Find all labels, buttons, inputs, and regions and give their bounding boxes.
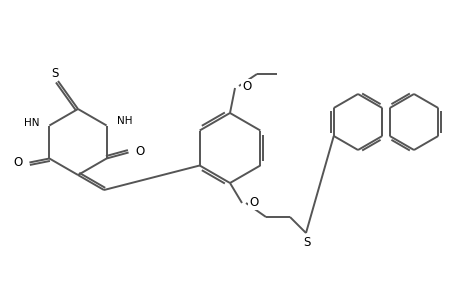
Text: S: S <box>302 236 310 248</box>
Text: O: O <box>248 196 257 209</box>
Text: NH: NH <box>116 116 132 125</box>
Text: O: O <box>13 156 22 169</box>
Text: HN: HN <box>24 118 39 128</box>
Text: O: O <box>135 145 145 158</box>
Text: O: O <box>241 80 251 92</box>
Text: S: S <box>51 67 59 80</box>
